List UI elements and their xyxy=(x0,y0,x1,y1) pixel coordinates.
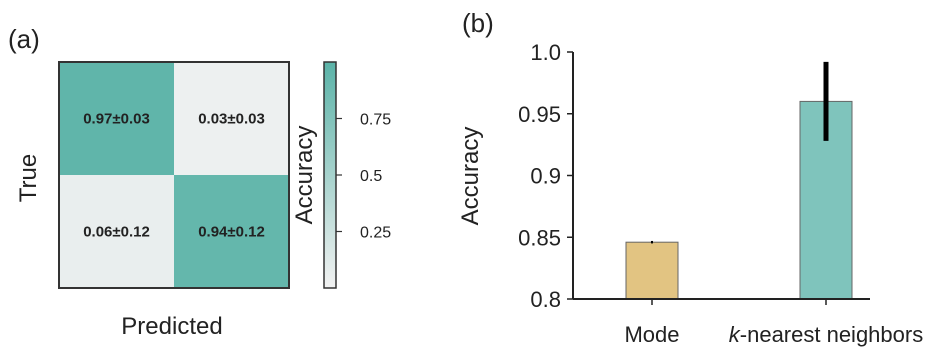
heatmap-cell xyxy=(59,175,174,288)
colorbar-tick-label: 0.25 xyxy=(360,225,391,242)
colorbar xyxy=(323,61,337,289)
heatmap-cell-label: 0.03±0.03 xyxy=(198,111,265,128)
bar-x-tick-label: k-nearest neighbors xyxy=(729,322,923,347)
bar-y-label: Accuracy xyxy=(457,127,484,226)
panel-b-label: (b) xyxy=(462,8,494,38)
heatmap-cell xyxy=(174,175,289,288)
bar-x-tick-label: Mode xyxy=(624,322,679,347)
colorbar-tick-label: 0.5 xyxy=(360,168,382,185)
heatmap-cell-label: 0.06±0.12 xyxy=(83,224,150,241)
bar-chart: 0.8 0.85 0.9 0.95 1.0 Mode k-nearest neighbors xyxy=(518,40,923,347)
heatmap-cell-label: 0.94±0.12 xyxy=(198,224,265,241)
bar-y-tick-label: 0.8 xyxy=(530,287,561,312)
colorbar-label: Accuracy xyxy=(291,126,318,225)
panel-a-label: (a) xyxy=(8,24,40,54)
bar xyxy=(625,241,679,300)
heatmap-x-label: Predicted xyxy=(121,313,222,340)
bar-y-tick-label: 0.85 xyxy=(518,225,561,250)
confusion-matrix: 0.97±0.03 0.03±0.03 0.06±0.12 0.94±0.12 xyxy=(58,61,290,289)
heatmap-cell xyxy=(174,62,289,175)
heatmap-cell-label: 0.97±0.03 xyxy=(83,111,150,128)
colorbar-ticks: 0.25 0.5 0.75 xyxy=(336,112,391,242)
heatmap-y-label: True xyxy=(15,154,42,202)
colorbar-tick-label: 0.75 xyxy=(360,112,391,129)
heatmap-frame xyxy=(58,61,290,289)
bar-y-tick-label: 1.0 xyxy=(530,40,561,65)
heatmap-cell xyxy=(59,62,174,175)
bar-y-tick-label: 0.95 xyxy=(518,102,561,127)
bar-y-tick-label: 0.9 xyxy=(530,164,561,189)
